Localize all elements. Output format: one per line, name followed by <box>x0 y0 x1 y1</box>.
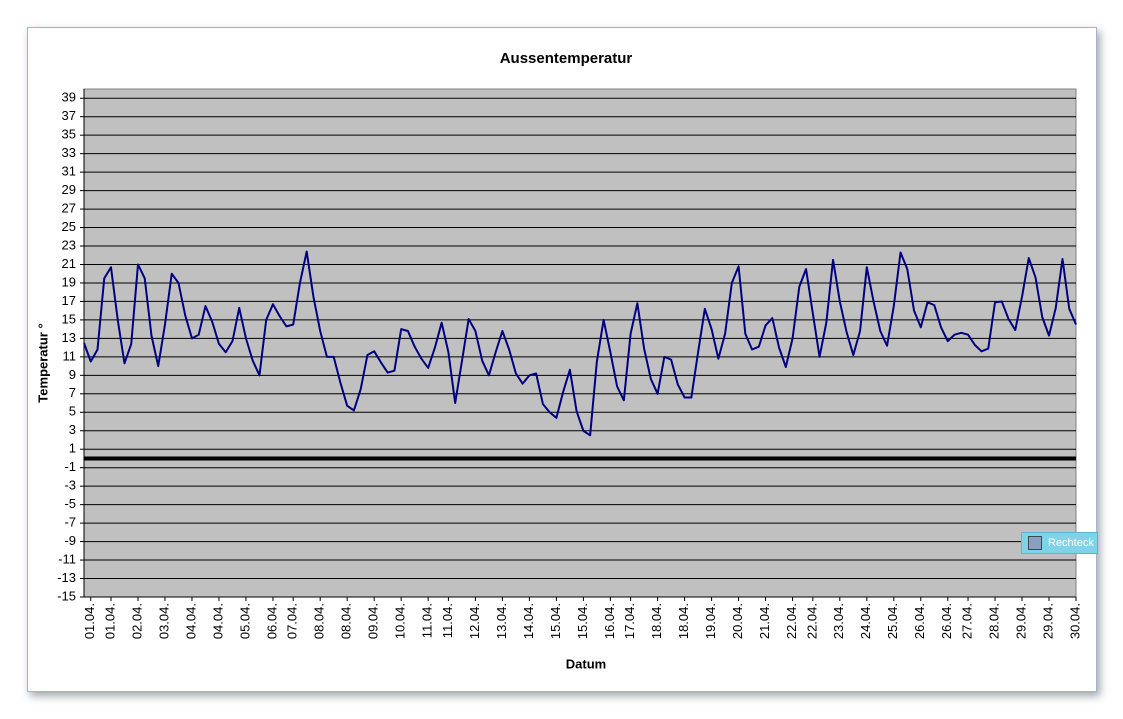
x-tick-label: 09.04. <box>366 603 381 639</box>
x-tick-label: 08.04. <box>339 603 354 639</box>
y-tick-label: 31 <box>62 164 76 179</box>
overlay-tag[interactable]: Rechteck <box>1021 532 1098 554</box>
y-tick-label: -9 <box>64 533 76 548</box>
y-tick-label: 29 <box>62 182 76 197</box>
y-tick-label: 37 <box>62 108 76 123</box>
x-tick-label: 12.04. <box>467 603 482 639</box>
x-tick-label: 15.04. <box>575 603 590 639</box>
x-tick-label: 01.04. <box>82 603 97 639</box>
y-tick-label: 3 <box>69 422 76 437</box>
y-tick-label: -3 <box>64 478 76 493</box>
temperature-line <box>83 250 1077 437</box>
x-tick-label: 05.04. <box>237 603 252 639</box>
x-tick-label: 16.04. <box>602 603 617 639</box>
y-tick-label: 1 <box>69 441 76 456</box>
x-tick-label: 11.04. <box>420 603 435 638</box>
x-tick-label: 07.04. <box>285 603 300 639</box>
x-tick-label: 18.04. <box>676 603 691 639</box>
x-tick-label: 03.04. <box>156 603 171 639</box>
y-tick-label: 7 <box>69 385 76 400</box>
x-tick-label: 22.04. <box>784 603 799 639</box>
x-tick-label: 06.04. <box>264 603 279 639</box>
tag-icon <box>1028 536 1042 550</box>
y-tick-label: 15 <box>62 311 76 326</box>
y-tick-label: -1 <box>64 459 76 474</box>
x-tick-label: 04.04. <box>183 603 198 639</box>
y-tick-label: -13 <box>57 570 76 585</box>
y-tick-label: 19 <box>62 274 76 289</box>
x-tick-label: 29.04. <box>1013 603 1028 639</box>
x-tick-label: 10.04. <box>393 603 408 639</box>
x-tick-label: 17.04. <box>622 603 637 639</box>
x-tick-label: 08.04. <box>312 603 327 639</box>
x-tick-label: 02.04. <box>129 603 144 639</box>
plot-area <box>83 88 1077 598</box>
x-tick-label: 01.04. <box>102 603 117 639</box>
y-tick-label: 25 <box>62 219 76 234</box>
x-tick-label: 27.04. <box>959 603 974 639</box>
y-tick-label: 9 <box>69 367 76 382</box>
x-tick-label: 28.04. <box>986 603 1001 639</box>
x-tick-label: 26.04. <box>912 603 927 639</box>
y-tick-label: 39 <box>62 90 76 105</box>
y-tick-label: -5 <box>64 496 76 511</box>
x-tick-label: 21.04. <box>757 603 772 639</box>
y-tick-label: 5 <box>69 404 76 419</box>
y-tick-label: 11 <box>63 348 77 363</box>
y-tick-label: -7 <box>64 515 76 530</box>
x-tick-label: 22.04. <box>804 603 819 639</box>
x-tick-label: 30.04. <box>1067 603 1082 639</box>
x-tick-label: 14.04. <box>521 603 536 639</box>
x-tick-label: 18.04. <box>649 603 664 639</box>
y-tick-label: 23 <box>62 237 76 252</box>
x-tick-label: 04.04. <box>210 603 225 639</box>
x-tick-label: 26.04. <box>939 603 954 639</box>
chart-title: Aussentemperatur <box>500 50 633 67</box>
y-axis-title: Temperatur ° <box>35 323 50 402</box>
y-tick-label: 21 <box>62 256 76 271</box>
y-tick-label: 33 <box>62 145 76 160</box>
y-tick-label: 13 <box>62 330 76 345</box>
x-tick-label: 15.04. <box>548 603 563 639</box>
tag-label: Rechteck <box>1048 537 1094 549</box>
y-tick-label: 35 <box>62 127 76 142</box>
x-tick-label: 23.04. <box>831 603 846 639</box>
y-tick-label: -15 <box>57 588 76 603</box>
x-axis-title: Datum <box>566 656 606 671</box>
x-tick-label: 13.04. <box>494 603 509 639</box>
x-tick-label: 24.04. <box>858 603 873 639</box>
x-tick-label: 19.04. <box>703 603 718 639</box>
x-tick-label: 11.04. <box>440 603 455 638</box>
x-tick-label: 20.04. <box>730 603 745 639</box>
y-tick-label: 17 <box>62 293 76 308</box>
y-tick-label: 27 <box>62 201 76 216</box>
x-tick-label: 25.04. <box>885 603 900 639</box>
x-tick-label: 29.04. <box>1040 603 1055 639</box>
y-tick-label: -11 <box>58 551 76 566</box>
